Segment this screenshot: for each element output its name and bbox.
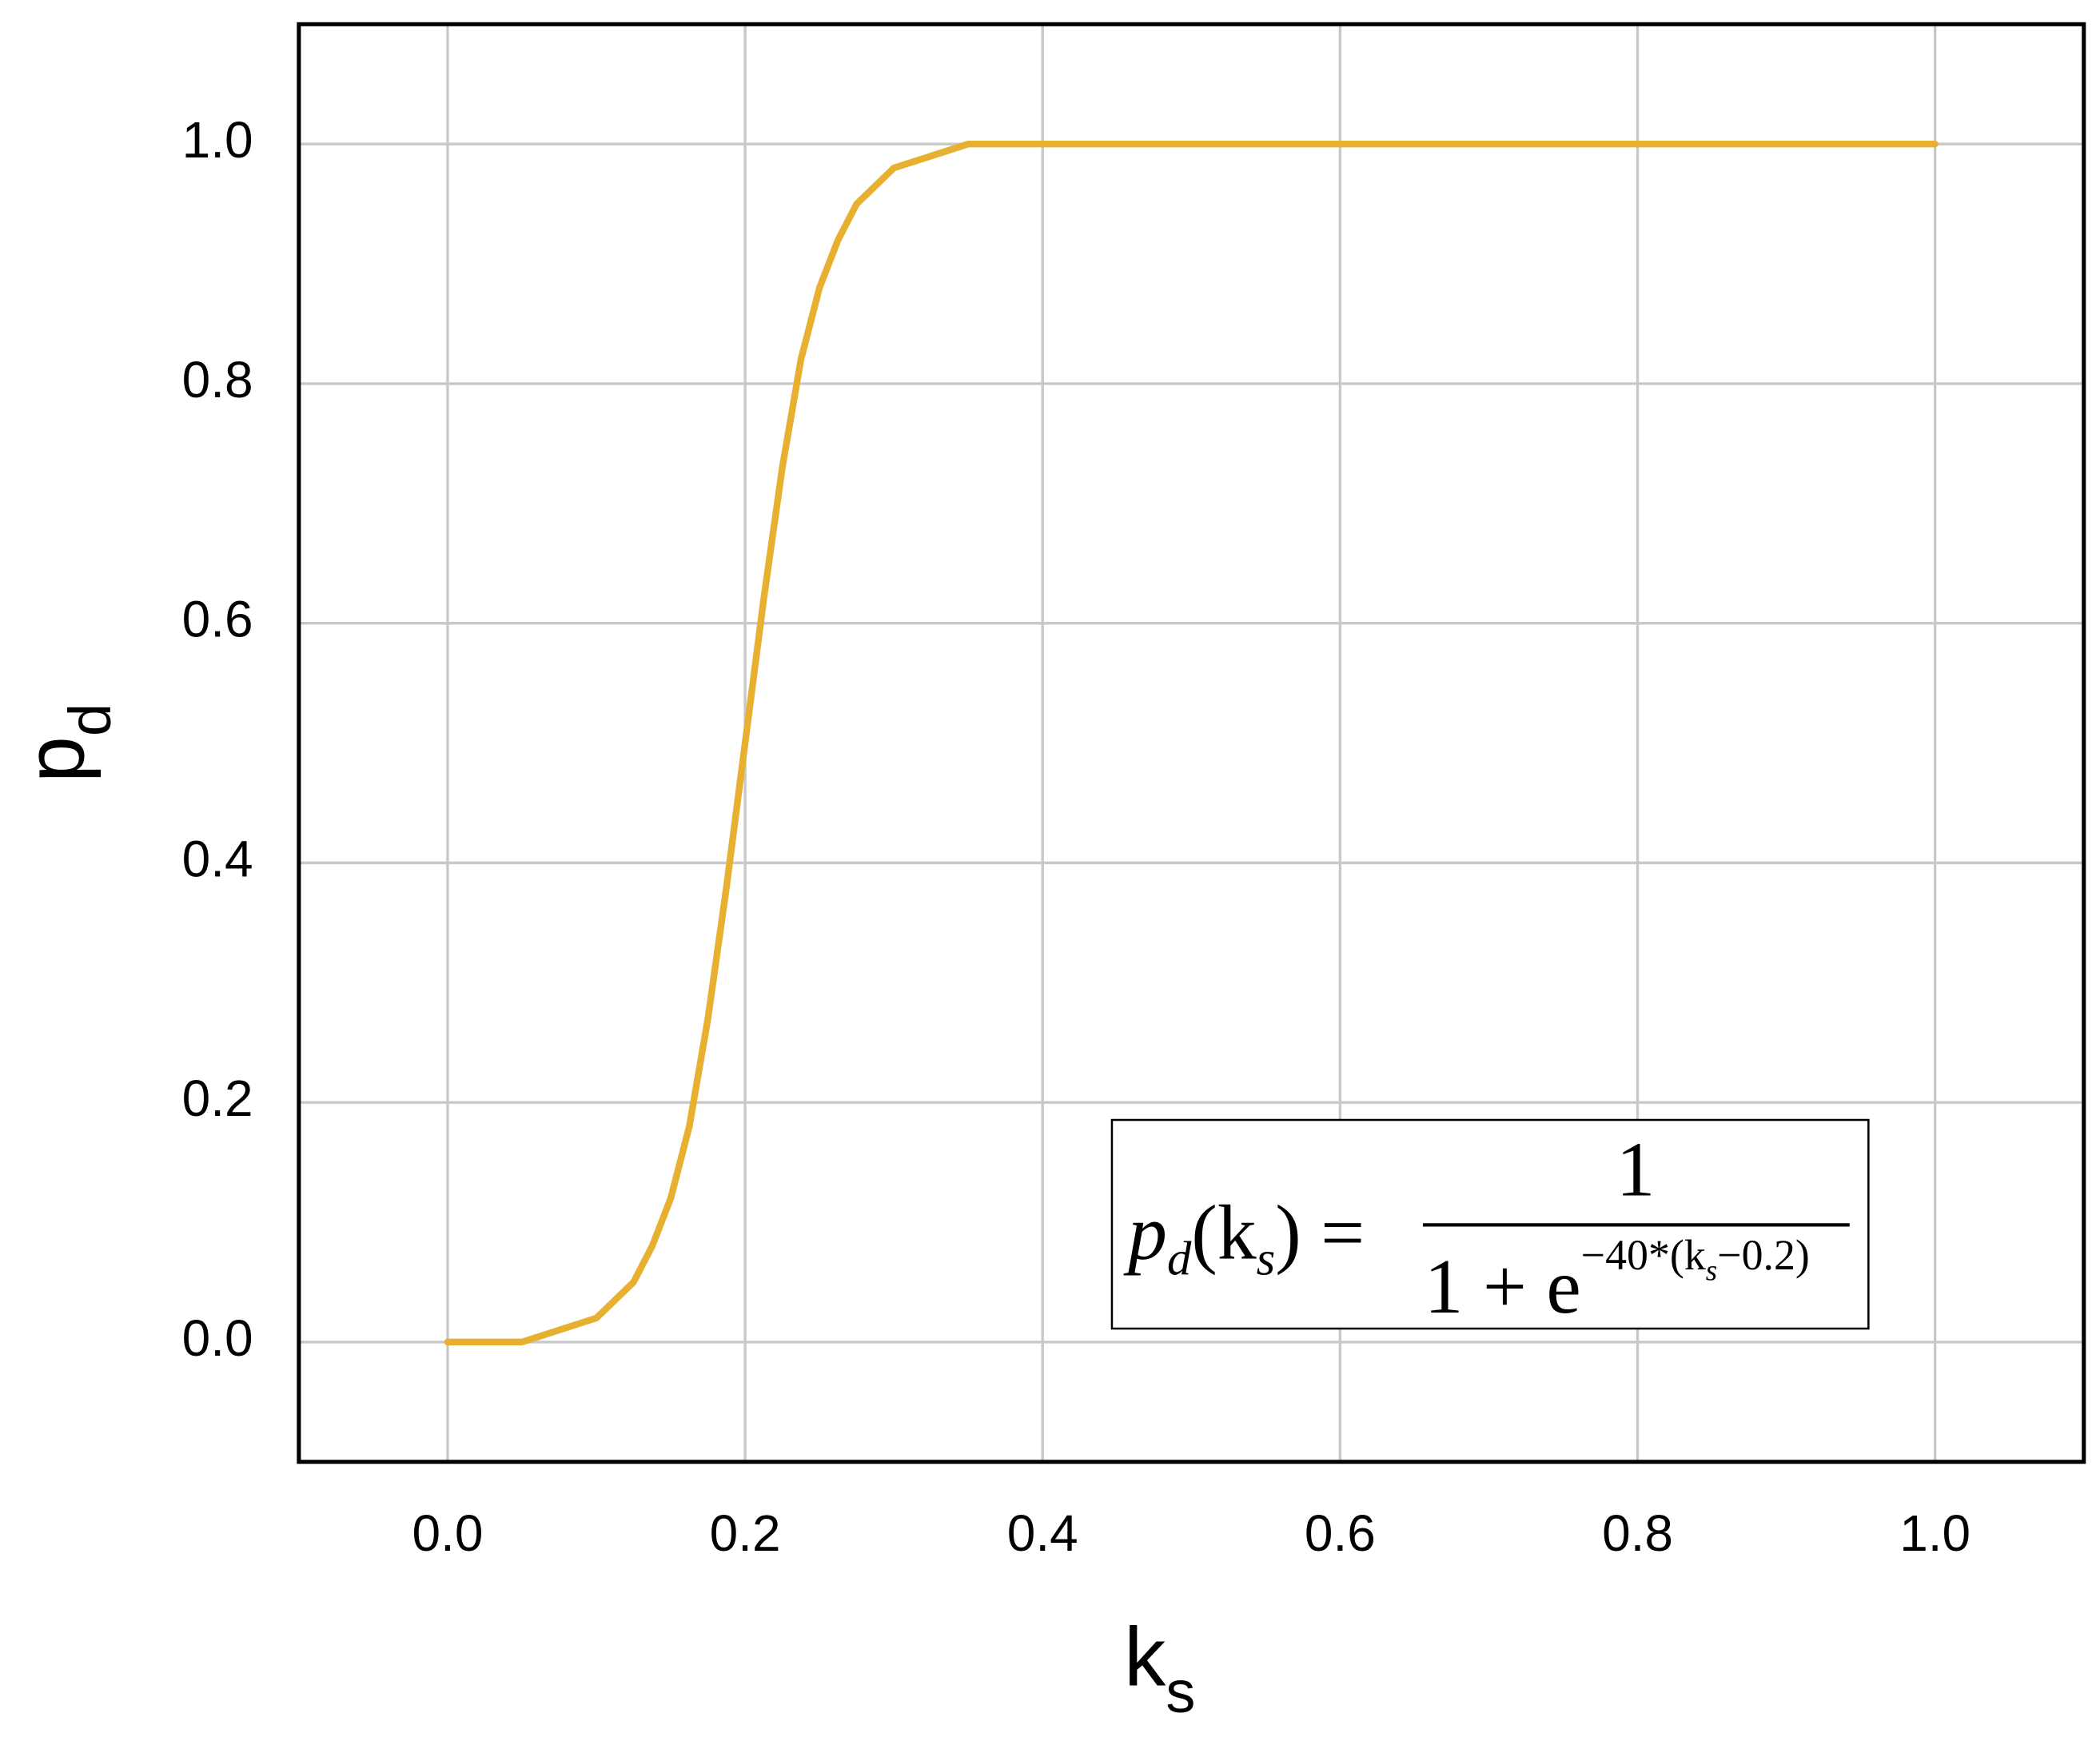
x-tick-label: 0.0 <box>412 1504 483 1562</box>
y-label-subscript: d <box>57 703 123 736</box>
x-label-text: k <box>1124 1610 1166 1703</box>
formula-part: 1 + e <box>1425 1244 1581 1330</box>
x-tick-label: 0.4 <box>1007 1504 1078 1562</box>
x-tick-label: 1.0 <box>1899 1504 1970 1562</box>
formula-part: −0.2) <box>1717 1231 1810 1279</box>
x-tick-label: 0.2 <box>710 1504 781 1562</box>
plot-frame <box>297 22 2086 1464</box>
x-tick-label: 0.8 <box>1602 1504 1673 1562</box>
formula-part: s <box>1257 1233 1276 1286</box>
data-line <box>444 140 1939 1346</box>
formula-part: d <box>1167 1233 1192 1286</box>
y-tick-label: 0.0 <box>182 1309 253 1367</box>
formula-denominator: 1 + e−40*(ks−0.2) <box>1425 1231 1810 1330</box>
y-tick-label: 1.0 <box>182 111 253 169</box>
y-tick-label: 0.8 <box>182 351 253 408</box>
formula-lhs: pd(ks) = <box>1123 1189 1365 1285</box>
x-axis-label: ks <box>1124 1610 1195 1725</box>
formula-part: ) = <box>1275 1189 1365 1276</box>
ticks: 0.0 0.2 0.4 0.6 0.8 1.0 0.0 0.2 0.4 0.6 0.8 1.0 <box>182 111 1970 1562</box>
y-label-text: p <box>8 736 102 783</box>
formula-part: p <box>1123 1189 1167 1276</box>
formula-part: (k <box>1191 1189 1257 1276</box>
x-label-subscript: s <box>1166 1659 1195 1725</box>
grid <box>298 24 2084 1462</box>
y-axis-label: pd <box>8 703 123 783</box>
y-tick-label: 0.6 <box>182 591 253 648</box>
x-tick-label: 0.6 <box>1305 1504 1376 1562</box>
formula-part: −40*(k <box>1581 1231 1706 1279</box>
y-tick-label: 0.4 <box>182 830 253 887</box>
formula-numerator: 1 <box>1616 1126 1656 1213</box>
y-tick-label: 0.2 <box>182 1070 253 1127</box>
formula-part: s <box>1706 1254 1717 1287</box>
formula-box: pd(ks) = 1 1 + e−40*(ks−0.2) <box>1110 1118 1870 1330</box>
curve-layer <box>444 140 1939 1346</box>
